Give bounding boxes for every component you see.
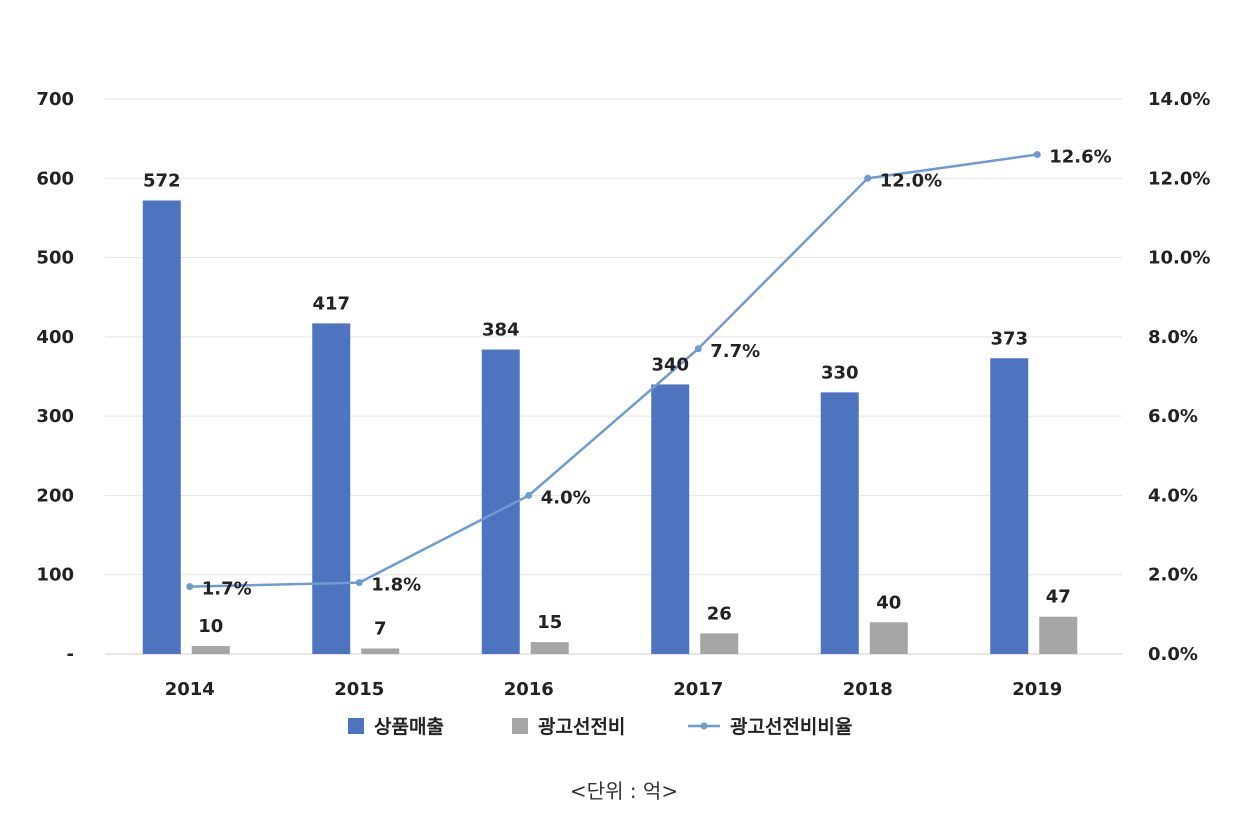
x-tick-label: 2015 (334, 679, 384, 700)
bar-ad-cost (869, 622, 908, 654)
y2-tick-label: 8.0% (1148, 327, 1198, 348)
data-label-ratio: 1.7% (202, 579, 252, 600)
data-label-ad-cost: 7 (374, 618, 387, 639)
bar-sales (142, 200, 181, 654)
y-tick-label: 200 (36, 485, 74, 506)
ratio-point (694, 345, 702, 353)
ratio-point (1033, 151, 1041, 158)
bar-ad-cost (700, 633, 739, 654)
x-axis: 2014 2015 2016 2017 2018 2019 (165, 679, 1063, 700)
legend-marker-ratio (700, 722, 708, 730)
data-label-ratio: 1.8% (371, 575, 421, 596)
data-label-ratio: 7.7% (710, 341, 760, 362)
bar-sales (651, 384, 690, 654)
data-label-ratio: 12.6% (1049, 147, 1111, 168)
data-label-ratio: 12.0% (880, 170, 942, 191)
ratio-line (189, 153, 1038, 588)
bar-series (142, 200, 1078, 654)
x-tick-label: 2014 (165, 679, 215, 700)
y-tick-label: 300 (36, 406, 74, 427)
x-tick-label: 2016 (504, 679, 554, 700)
y2-tick-label: 2.0% (1148, 565, 1198, 586)
data-label-ad-cost: 10 (198, 616, 223, 637)
bar-ad-cost (1039, 616, 1078, 654)
y2-tick-label: 0.0% (1148, 644, 1198, 665)
y-tick-label: 100 (36, 565, 74, 586)
ratio-point (525, 491, 533, 499)
legend-label-ad-cost: 광고선전비 (538, 716, 625, 738)
y-tick-label: - (67, 644, 74, 665)
legend-label-ratio: 광고선전비비율 (730, 716, 852, 738)
right-axis: 0.0% 2.0% 4.0% 6.0% 8.0% 10.0% 12.0% 14.0% (1148, 89, 1210, 665)
data-label-sales: 417 (312, 293, 350, 314)
legend-label-sales: 상품매출 (374, 716, 444, 738)
x-tick-label: 2019 (1012, 679, 1062, 700)
y-tick-label: 400 (36, 327, 74, 348)
y2-tick-label: 4.0% (1148, 485, 1198, 506)
data-label-ratio: 4.0% (541, 487, 591, 508)
bar-ad-cost (530, 642, 569, 654)
y2-tick-label: 12.0% (1148, 168, 1210, 189)
y2-tick-label: 10.0% (1148, 248, 1210, 269)
legend: 상품매출 광고선전비 광고선전비비율 (348, 716, 852, 738)
gridlines (105, 98, 1122, 655)
data-label-sales: 384 (482, 320, 520, 341)
data-labels: 572 10 417 7 384 15 340 26 330 40 373 47 1.7% 1.8% 4.0… (143, 147, 1112, 640)
bar-sales (312, 323, 351, 654)
x-tick-label: 2018 (843, 679, 893, 700)
ratio-point (864, 174, 872, 182)
line-series (186, 151, 1041, 591)
data-label-sales: 373 (990, 328, 1028, 349)
data-label-ad-cost: 15 (537, 612, 562, 633)
legend-swatch-ad-cost (512, 718, 528, 734)
legend-swatch-sales (348, 718, 364, 734)
x-tick-label: 2017 (673, 679, 723, 700)
data-label-sales: 340 (651, 354, 689, 375)
unit-note: <단위 : 억> (569, 779, 679, 803)
data-label-sales: 330 (821, 362, 859, 383)
data-label-ad-cost: 40 (876, 592, 901, 613)
y-tick-label: 700 (36, 89, 74, 110)
y-tick-label: 600 (36, 168, 74, 189)
y2-tick-label: 14.0% (1148, 89, 1210, 110)
data-label-ad-cost: 47 (1046, 587, 1071, 608)
data-label-sales: 572 (143, 170, 181, 191)
bar-ad-cost (361, 648, 400, 654)
bar-sales (990, 358, 1029, 654)
ratio-point (355, 579, 363, 587)
data-label-ad-cost: 26 (707, 603, 732, 624)
bar-sales (481, 349, 520, 654)
y-tick-label: 500 (36, 248, 74, 269)
combo-chart: - 100 200 300 400 500 600 700 0.0% 2.0% 4.0% 6.0% 8… (36, 89, 1210, 738)
left-axis: - 100 200 300 400 500 600 700 (36, 89, 74, 665)
ratio-point (186, 583, 194, 591)
bar-ad-cost (191, 646, 230, 654)
y2-tick-label: 6.0% (1148, 406, 1198, 427)
bar-sales (820, 392, 859, 654)
